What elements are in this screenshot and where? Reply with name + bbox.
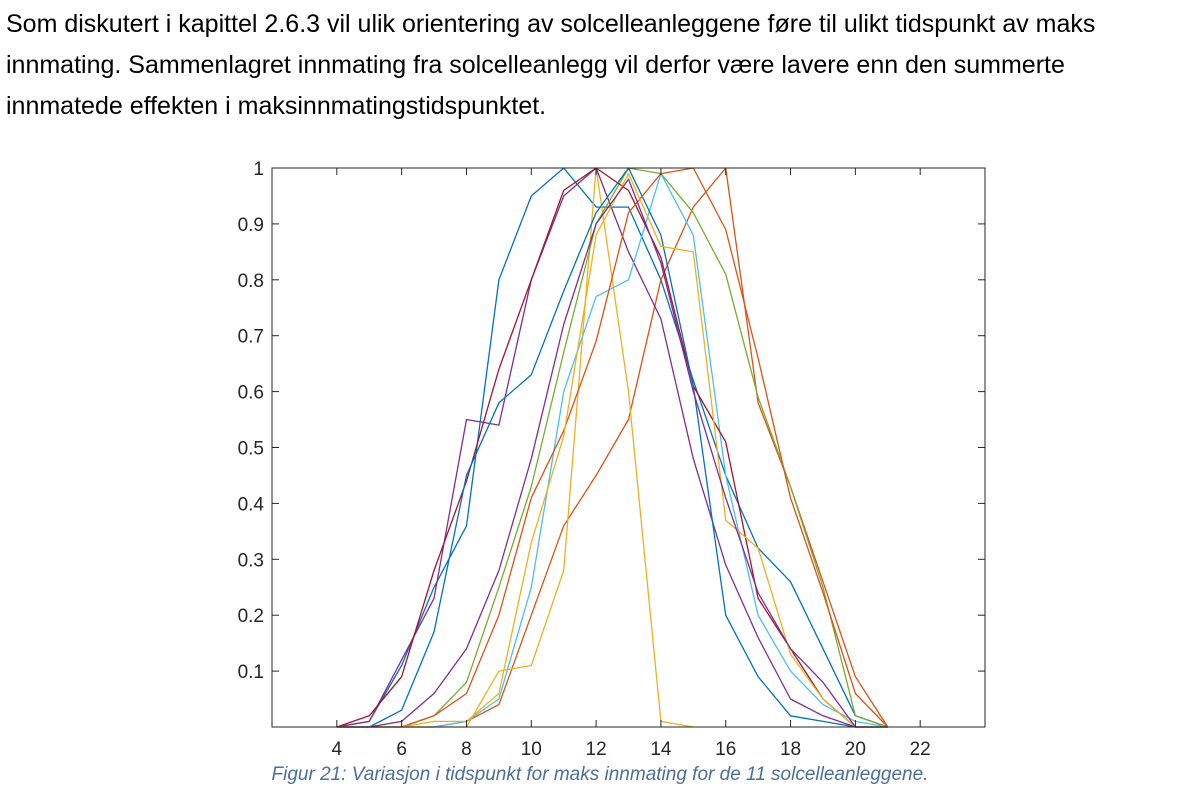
y-tick-label: 0.5 (238, 439, 264, 460)
series-line-8 (336, 167, 888, 728)
y-tick-label: 0.3 (238, 550, 264, 571)
x-tick-label: 6 (396, 739, 407, 760)
body-paragraph: Som diskutert i kapittel 2.6.3 vil ulik … (6, 4, 1194, 127)
x-tick-label: 20 (845, 739, 866, 760)
series-line-9 (336, 167, 889, 728)
x-tick-label: 18 (780, 739, 801, 760)
x-tick-label: 10 (521, 739, 542, 760)
series-line-10 (336, 172, 888, 728)
y-tick-label: 0.9 (238, 215, 264, 236)
x-tick-label: 12 (586, 739, 607, 760)
x-tick-label: 16 (715, 739, 736, 760)
y-tick-label: 0.1 (238, 662, 264, 683)
x-tick-label: 14 (650, 739, 672, 760)
y-tick-label: 0.4 (238, 494, 265, 515)
series-line-7 (336, 167, 888, 728)
y-tick-label: 1 (253, 159, 264, 180)
y-tick-label: 0.7 (238, 327, 264, 348)
plot-area (272, 168, 985, 727)
y-tick-label: 0.8 (238, 271, 264, 292)
x-tick-label: 22 (910, 739, 931, 760)
series-line-11 (336, 178, 888, 728)
paragraph-line: Som diskutert i kapittel 2.6.3 vil ulik … (6, 10, 1096, 38)
y-tick-label: 0.6 (238, 383, 264, 404)
y-tick-label: 0.2 (238, 606, 264, 627)
figure-caption: Figur 21: Variasjon i tidspunkt for maks… (271, 764, 929, 785)
x-tick-label: 4 (332, 739, 343, 760)
paragraph-line: innmatede effekten i maksinnmatingstidsp… (6, 92, 547, 120)
x-tick-label: 8 (461, 739, 472, 760)
paragraph-line: innmating. Sammenlagret innmating fra so… (6, 51, 1065, 79)
series-line-4 (336, 167, 888, 728)
series-line-1 (336, 167, 889, 728)
